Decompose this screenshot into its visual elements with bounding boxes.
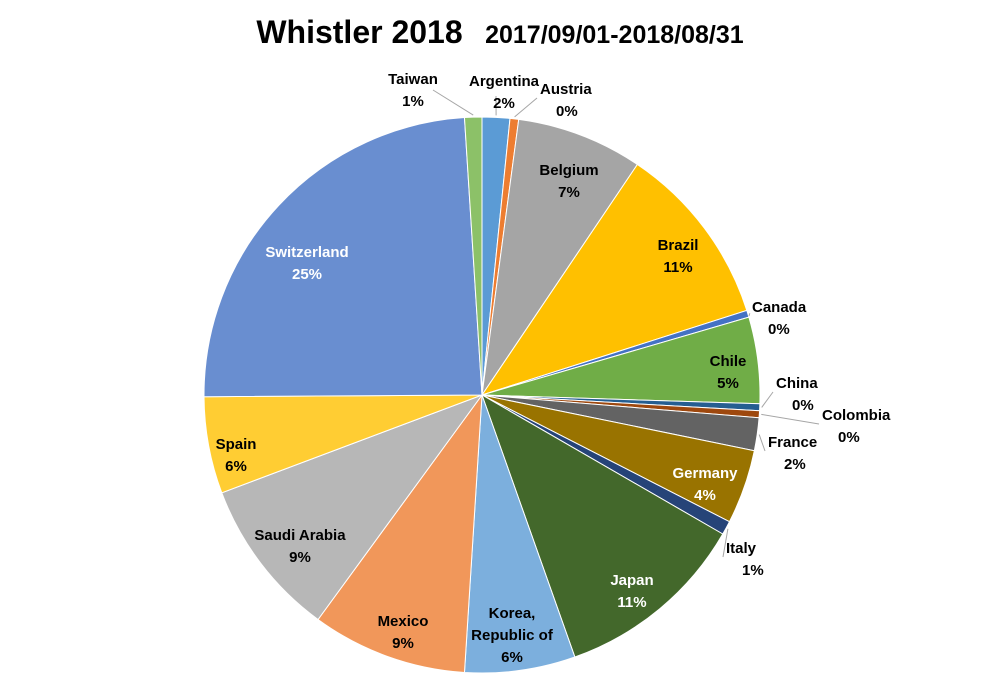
slice-label-percent: 6%: [225, 458, 247, 475]
slice-label: Switzerland 25%: [265, 244, 348, 283]
slice-label-percent: 9%: [392, 635, 414, 652]
slice-label-percent: 11%: [663, 259, 692, 276]
pie-slices: [203, 116, 761, 674]
slice-label-name: Colombia: [822, 407, 891, 424]
pie-slice-japan: [481, 393, 724, 658]
pie-slice-korea-republic-of: [463, 394, 576, 674]
leader-line: [514, 97, 538, 118]
slice-label-percent: 6%: [501, 649, 523, 666]
slice-label-name: Argentina: [469, 73, 540, 90]
slice-label-name: Japan: [610, 572, 653, 589]
pie-slice-brazil: [480, 163, 748, 396]
slice-label-percent: 1%: [402, 93, 424, 110]
slice-label: Saudi Arabia 9%: [254, 527, 346, 566]
slice-label-name: Austria: [540, 81, 592, 98]
slice-label: China 0%: [776, 375, 818, 414]
slice-label-percent: 2%: [784, 456, 806, 473]
slice-label-name: Italy: [726, 540, 757, 557]
slice-label: Spain 6%: [216, 436, 257, 475]
slice-label-percent: 1%: [742, 562, 764, 579]
leader-line: [758, 434, 766, 452]
chart-title: Whistler 2018: [256, 14, 463, 50]
slice-label: Canada 0%: [752, 299, 807, 338]
slice-label-name: Belgium: [539, 162, 598, 179]
slice-label-name: Saudi Arabia: [254, 527, 346, 544]
slice-label: Germany 4%: [672, 465, 738, 504]
chart-subtitle: 2017/09/01-2018/08/31: [485, 21, 744, 49]
slice-label-name: Germany: [672, 465, 738, 482]
chart-title-row: Whistler 2018 2017/09/01-2018/08/31: [0, 14, 1000, 51]
slice-labels: Argentina 2% Austria 0% Belgium 7% Brazil 11% Ca…: [216, 71, 891, 666]
slice-label-name: Mexico: [378, 613, 429, 630]
slice-label: Chile 5%: [710, 353, 747, 392]
slice-label-name: Switzerland: [265, 244, 348, 261]
slice-label: Mexico 9%: [378, 613, 429, 652]
slice-label-percent: 4%: [694, 487, 716, 504]
slice-label-percent: 11%: [617, 594, 646, 611]
slice-label-name: Taiwan: [388, 71, 438, 88]
leader-line: [748, 313, 751, 317]
pie-slice-taiwan: [463, 116, 483, 396]
slice-label-percent: 7%: [558, 184, 580, 201]
slice-label: France 2%: [768, 434, 817, 473]
leader-line: [761, 413, 820, 425]
slice-label: Austria 0%: [540, 81, 592, 120]
slice-label-name: Canada: [752, 299, 807, 316]
slice-label-percent: 5%: [717, 375, 739, 392]
slice-label: Colombia 0%: [822, 407, 891, 446]
slice-label: Japan 11%: [610, 572, 653, 611]
slice-label-percent: 9%: [289, 549, 311, 566]
slice-label-percent: 25%: [292, 266, 322, 283]
slice-label-name: Republic of: [471, 627, 554, 644]
slice-label-percent: 0%: [792, 397, 814, 414]
slice-label-name: Chile: [710, 353, 747, 370]
pie-slice-switzerland: [203, 117, 483, 398]
slice-label-name: China: [776, 375, 818, 392]
pie-slice-mexico: [317, 393, 483, 673]
leader-line: [761, 391, 774, 408]
slice-label-percent: 0%: [838, 429, 860, 446]
slice-label: Argentina 2%: [469, 73, 540, 112]
slice-label: Italy 1%: [726, 540, 764, 579]
pie-slice-belgium: [481, 118, 639, 396]
slice-label: Korea, Republic of 6%: [471, 605, 554, 666]
leader-lines: [432, 89, 820, 558]
slice-label-name: Korea,: [489, 605, 536, 622]
slice-label: Brazil 11%: [658, 237, 699, 276]
slice-label-name: Brazil: [658, 237, 699, 254]
pie-slice-saudi-arabia: [221, 393, 484, 621]
slice-label: Belgium 7%: [539, 162, 598, 201]
leader-line: [722, 528, 729, 558]
slice-label-percent: 2%: [493, 95, 515, 112]
slice-label-percent: 0%: [768, 321, 790, 338]
slice-label-percent: 0%: [556, 103, 578, 120]
leader-line: [432, 89, 474, 116]
slice-label: Taiwan 1%: [388, 71, 438, 110]
slice-label-name: France: [768, 434, 817, 451]
slice-label-name: Spain: [216, 436, 257, 453]
